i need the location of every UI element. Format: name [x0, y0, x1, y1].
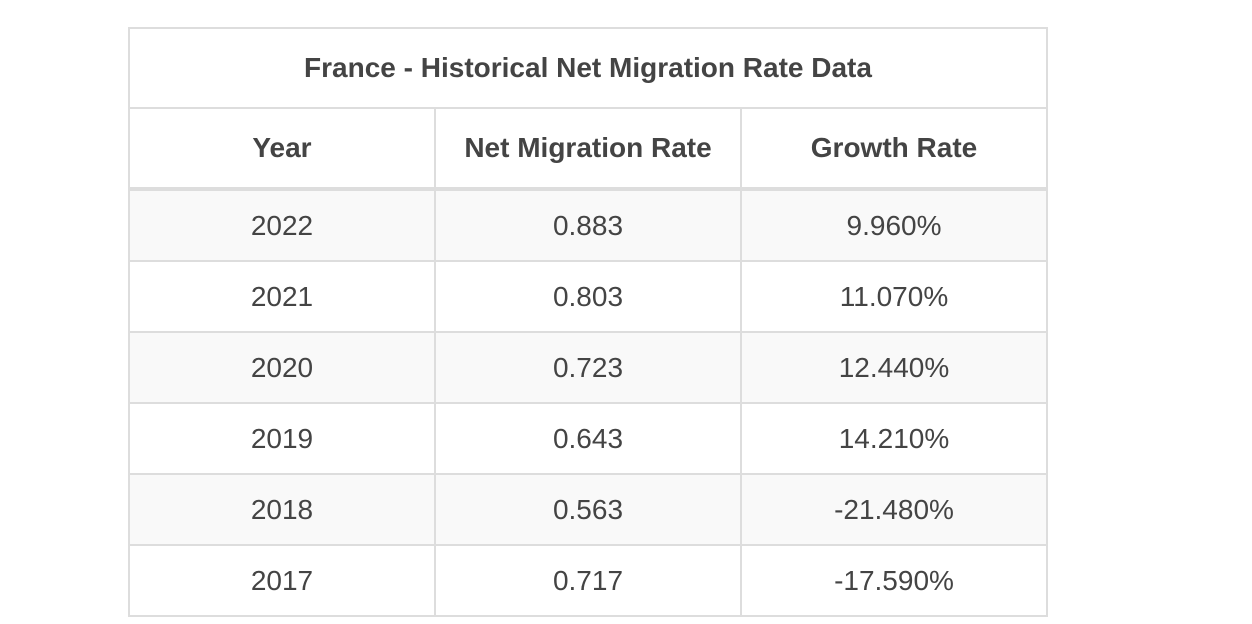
table-row: 2022 0.883 9.960% [128, 188, 1048, 262]
year-cell: 2019 [128, 402, 436, 475]
year-cell: 2022 [128, 188, 436, 262]
table-row: 2020 0.723 12.440% [128, 331, 1048, 404]
table-row: 2019 0.643 14.210% [128, 402, 1048, 475]
net-migration-rate-cell: 0.563 [434, 473, 742, 546]
table-row: 2018 0.563 -21.480% [128, 473, 1048, 546]
net-migration-rate-cell: 0.717 [434, 544, 742, 617]
net-migration-rate-cell: 0.643 [434, 402, 742, 475]
header-growth-rate: Growth Rate [740, 107, 1048, 191]
growth-rate-cell: -21.480% [740, 473, 1048, 546]
net-migration-rate-cell: 0.723 [434, 331, 742, 404]
growth-rate-cell: 14.210% [740, 402, 1048, 475]
table-title: France - Historical Net Migration Rate D… [128, 27, 1048, 109]
growth-rate-cell: 11.070% [740, 260, 1048, 333]
net-migration-rate-cell: 0.803 [434, 260, 742, 333]
year-cell: 2021 [128, 260, 436, 333]
year-cell: 2020 [128, 331, 436, 404]
year-cell: 2017 [128, 544, 436, 617]
net-migration-rate-cell: 0.883 [434, 188, 742, 262]
growth-rate-cell: -17.590% [740, 544, 1048, 617]
growth-rate-cell: 12.440% [740, 331, 1048, 404]
table-row: 2021 0.803 11.070% [128, 260, 1048, 333]
header-year: Year [128, 107, 436, 191]
table-row: 2017 0.717 -17.590% [128, 544, 1048, 617]
net-migration-table: France - Historical Net Migration Rate D… [128, 27, 1048, 617]
header-net-migration-rate: Net Migration Rate [434, 107, 742, 191]
year-cell: 2018 [128, 473, 436, 546]
growth-rate-cell: 9.960% [740, 188, 1048, 262]
